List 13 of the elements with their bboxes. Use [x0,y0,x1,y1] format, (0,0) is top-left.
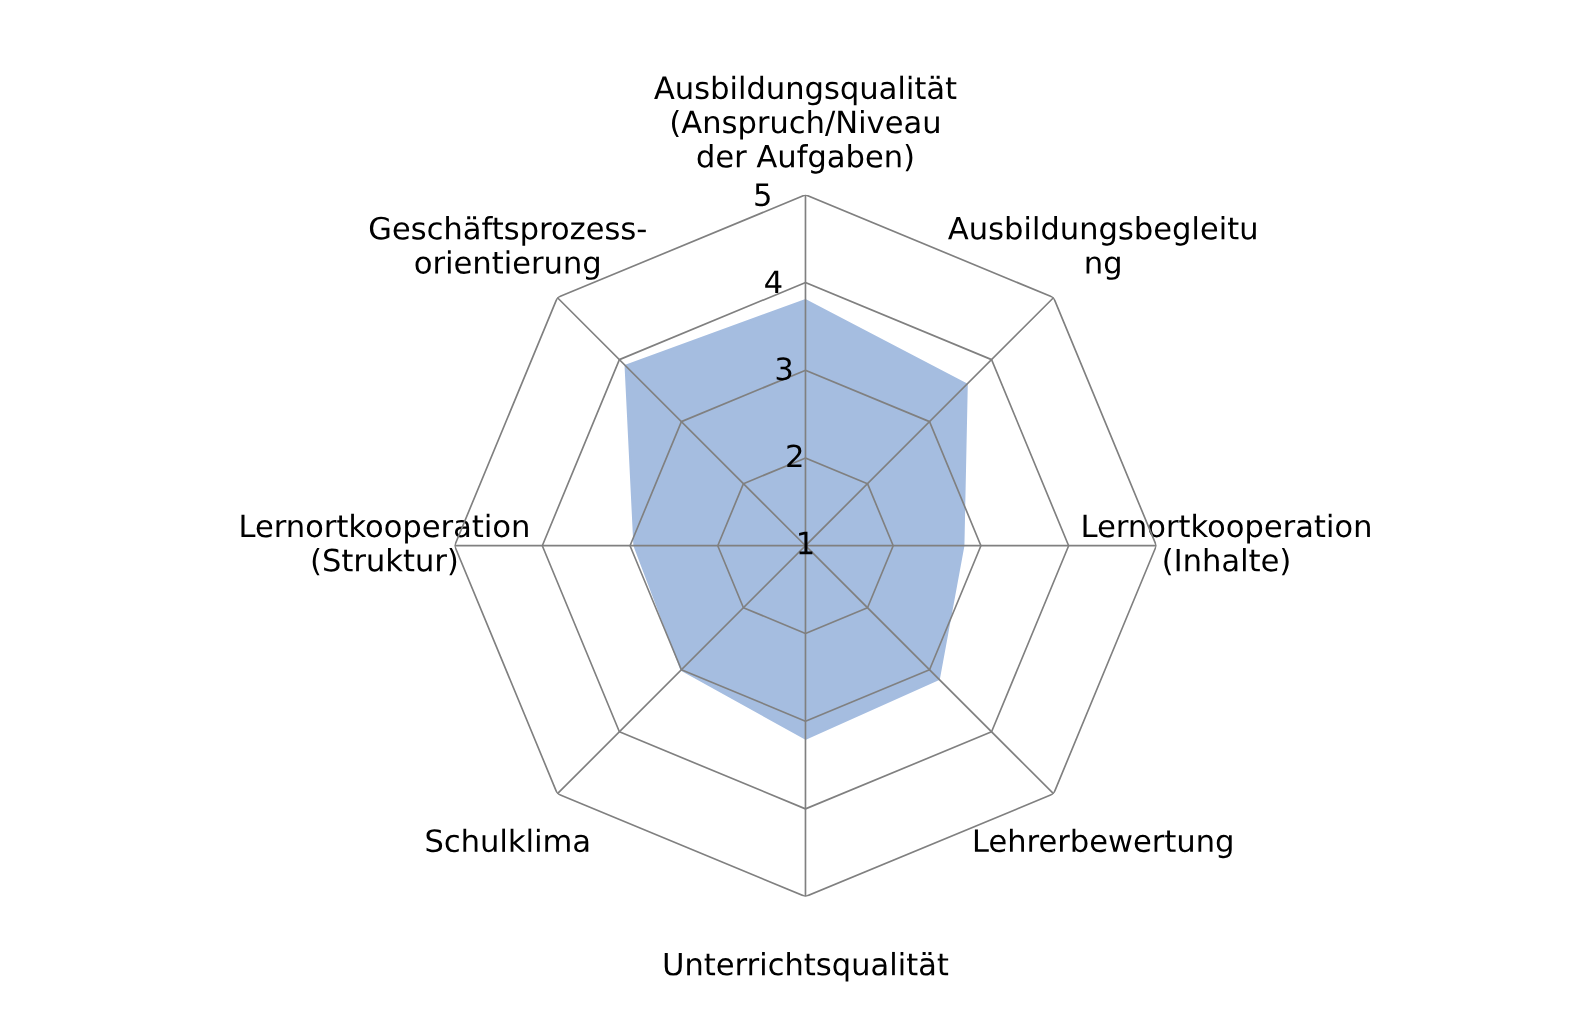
spoke-label: Ausbildungsqualität (Anspruch/Niveau der Aufgaben) [654,75,957,174]
y-tick-label: 4 [765,270,782,293]
spoke-label: Geschäftsprozess- orientierung [369,216,646,280]
y-tick-label: 1 [799,531,813,555]
y-tick-label: 5 [755,183,770,207]
spoke-label: Ausbildungsbegleitu ng [948,216,1256,280]
spoke-label: Lehrerbewertung [974,828,1232,859]
spoke-label: Unterrichtsqualität [664,951,949,982]
spoke-label: Lernortkooperation (Inhalte) [1083,513,1370,576]
spoke-label: Schulklima [426,828,589,853]
y-tick-label: 2 [787,444,802,468]
spoke-label: Lernortkooperation (Struktur) [241,513,528,576]
y-tick-label: 3 [776,357,792,381]
